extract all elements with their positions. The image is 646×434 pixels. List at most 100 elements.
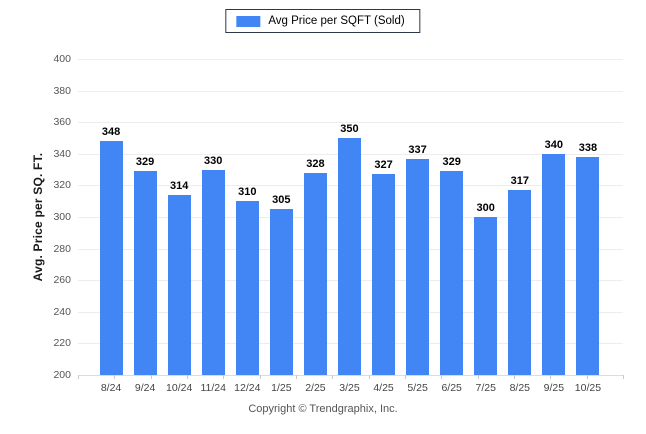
bar-cell-11/24: 330 11/24: [196, 59, 230, 394]
x-tick-mark: [514, 375, 515, 379]
x-tick-mark: [477, 375, 479, 379]
y-axis-title: Avg. Price per SQ. FT.: [31, 152, 45, 282]
bar-cell-7/25: 300 7/25: [469, 59, 503, 394]
bar-12/24[interactable]: [235, 201, 259, 375]
x-tick-label-11/24: 11/24: [200, 382, 226, 394]
y-tick-label-280: 280: [53, 242, 71, 255]
bar-cell-3/25: 350 3/25: [332, 59, 366, 394]
bar-value-label: 340: [544, 138, 564, 151]
bar-4/25[interactable]: [372, 174, 396, 375]
y-tick-label-260: 260: [53, 274, 71, 287]
x-tick-mark: [223, 375, 225, 379]
x-tick-label-8/25: 8/25: [509, 382, 530, 394]
x-tick-label-5/25: 5/25: [407, 382, 428, 394]
bar-cell-8/24: 348 8/24: [94, 59, 128, 394]
bar-cell-10/25: 338 10/25: [571, 59, 605, 394]
copyright-text: Copyright © Trendgraphix, Inc.: [248, 403, 398, 415]
y-tick-label-320: 320: [53, 179, 71, 192]
y-tick-label-340: 340: [53, 147, 71, 160]
x-tick-mark: [150, 375, 152, 379]
bar-8/25[interactable]: [508, 190, 532, 375]
bars-row: 348 8/24 329 9/24 314 10/24 330 11/24 310 12/24 30…: [94, 59, 605, 394]
x-tick-label-1/25: 1/25: [271, 382, 292, 394]
x-tick-mark: [259, 375, 261, 379]
x-tick-mark: [332, 375, 334, 379]
x-tick-label-10/25: 10/25: [574, 382, 602, 394]
x-tick-label-12/24: 12/24: [234, 382, 261, 394]
plot-area: 200 220 240 260 280 300 320 340 360 380 400 348 8/24…: [53, 53, 624, 394]
bar-value-label: 310: [238, 186, 257, 199]
bar-cell-1/25: 305 1/25: [264, 59, 298, 394]
x-tick-label-7/25: 7/25: [475, 382, 496, 394]
bar-value-label: 300: [476, 202, 495, 214]
x-tick-mark: [441, 375, 443, 379]
bar-cell-2/25: 328 2/25: [298, 59, 332, 394]
x-tick-mark: [586, 375, 588, 379]
legend: Avg Price per SQFT (Sold): [225, 9, 421, 33]
bar-9/25[interactable]: [542, 153, 566, 375]
x-tick-mark: [78, 375, 79, 379]
bar-cell-4/25: 327 4/25: [367, 59, 401, 394]
gridline-380: [78, 90, 623, 92]
bar-cell-9/25: 340 9/25: [537, 59, 571, 394]
x-tick-label-10/24: 10/24: [166, 382, 193, 394]
bar-cell-9/24: 329 9/24: [128, 59, 162, 394]
x-tick-mark: [623, 375, 624, 379]
bar-9/24[interactable]: [133, 171, 157, 375]
bar-value-label: 338: [578, 142, 598, 154]
x-tick-label-8/24: 8/24: [100, 382, 122, 394]
bar-value-label: 314: [169, 179, 189, 192]
bar-value-label: 329: [135, 156, 155, 169]
y-tick-label-200: 200: [53, 369, 71, 381]
x-tick-mark: [296, 375, 297, 379]
x-tick-label-4/25: 4/25: [373, 382, 394, 394]
x-tick-label-3/25: 3/25: [339, 382, 360, 394]
bar-1/25[interactable]: [269, 209, 293, 375]
y-tick-label-240: 240: [53, 305, 71, 318]
bar-value-label: 350: [340, 123, 359, 135]
bar-2/25[interactable]: [303, 172, 327, 375]
bar-cell-5/25: 337 5/25: [401, 59, 435, 394]
x-tick-label-6/25: 6/25: [441, 382, 462, 394]
bar-cell-6/25: 329 6/25: [435, 59, 469, 394]
x-tick-mark: [550, 375, 552, 379]
bar-value-label: 330: [204, 154, 223, 167]
bar-value-label: 348: [101, 126, 121, 139]
bar-11/24[interactable]: [201, 169, 225, 375]
x-tick-label-2/25: 2/25: [305, 382, 326, 394]
y-tick-label-300: 300: [53, 211, 71, 223]
gridline-400: [78, 59, 623, 60]
x-tick-label-9/24: 9/24: [134, 382, 156, 394]
bar-5/25[interactable]: [406, 158, 430, 375]
x-tick-label-9/25: 9/25: [543, 382, 565, 394]
bar-3/25[interactable]: [337, 138, 361, 375]
bar-value-label: 328: [306, 157, 325, 170]
legend-swatch: [236, 15, 261, 27]
x-tick-mark: [187, 375, 188, 379]
bar-cell-10/24: 314 10/24: [162, 59, 196, 394]
x-tick-mark: [114, 375, 116, 379]
bar-value-label: 327: [374, 159, 393, 172]
bar-value-label: 305: [272, 194, 291, 207]
y-tick-label-220: 220: [53, 337, 71, 350]
bar-value-label: 337: [408, 143, 427, 156]
y-tick-label-380: 380: [53, 84, 71, 97]
gridline-360: [78, 122, 623, 124]
bar-7/25[interactable]: [474, 217, 498, 375]
x-tick-mark: [368, 375, 370, 379]
bar-cell-12/24: 310 12/24: [230, 59, 264, 394]
bar-6/25[interactable]: [440, 171, 464, 375]
bar-10/24[interactable]: [167, 194, 191, 375]
legend-item-avg-price[interactable]: Avg Price per SQFT (Sold): [236, 15, 405, 27]
y-tick-label-360: 360: [53, 116, 71, 129]
bar-value-label: 329: [442, 156, 461, 169]
x-tick-mark: [405, 375, 406, 379]
bar-8/24[interactable]: [99, 141, 123, 375]
y-tick-label-400: 400: [53, 53, 71, 65]
bar-cell-8/25: 317 8/25: [503, 59, 537, 394]
gridline-200: [78, 375, 623, 376]
bar-10/25[interactable]: [576, 157, 600, 375]
legend-label: Avg Price per SQFT (Sold): [268, 15, 405, 27]
bar-value-label: 317: [510, 175, 529, 188]
